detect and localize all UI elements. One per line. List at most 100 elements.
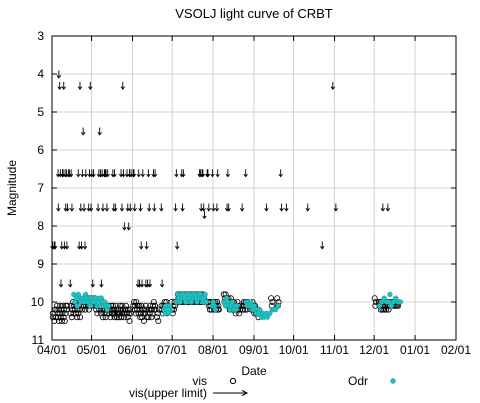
upper-limit-arrow — [143, 279, 149, 288]
vis-point — [71, 306, 78, 313]
odr-point — [168, 306, 174, 313]
upper-limit-arrow — [104, 203, 110, 212]
upper-limit-arrow — [278, 169, 283, 178]
upper-limit-arrow — [68, 279, 73, 288]
upper-limit-arrow — [152, 203, 157, 212]
upper-limit-arrow — [78, 203, 83, 212]
vis-point — [76, 306, 83, 313]
legend-label-odr: Odr — [348, 374, 368, 388]
chart-title: VSOLJ light curve of CRBT — [175, 6, 333, 21]
vis-point — [94, 310, 101, 317]
y-tick-label: 5 — [37, 105, 44, 119]
odr-point — [202, 291, 208, 298]
vis-point — [111, 314, 118, 321]
legend-label-vis: vis — [192, 374, 207, 388]
upper-limit-arrow — [76, 169, 81, 178]
vis-point — [155, 317, 162, 324]
vis-point — [77, 314, 84, 321]
upper-limit-arrow — [68, 169, 74, 178]
vis-point — [63, 306, 70, 313]
vis-point — [140, 310, 147, 317]
x-tick-label: 05/01 — [77, 343, 107, 357]
upper-limit-arrow — [136, 169, 141, 178]
y-axis-label: Magnitude — [5, 160, 19, 216]
vis-point — [385, 306, 392, 313]
vis-point — [113, 306, 120, 313]
upper-limit-arrow — [99, 279, 104, 288]
vis-point — [74, 314, 81, 321]
vis-point — [111, 306, 118, 313]
odr-point — [275, 303, 281, 309]
upper-limit-arrow — [56, 203, 61, 212]
vis-point — [154, 314, 161, 321]
upper-limit-arrow — [88, 81, 93, 90]
legend-marker-odr — [390, 378, 396, 384]
upper-limit-arrow — [200, 169, 206, 178]
upper-limit-arrow — [77, 81, 83, 90]
vis-point — [58, 317, 65, 324]
upper-limit-arrow — [214, 203, 220, 212]
upper-limit-arrow — [225, 169, 231, 178]
vis-point — [220, 291, 227, 298]
upper-limit-arrow — [61, 81, 66, 90]
upper-limit-arrow — [159, 279, 165, 288]
vis-point — [59, 302, 66, 309]
x-tick-label: 07/01 — [157, 343, 187, 357]
x-tick-label: 06/01 — [118, 343, 148, 357]
vis-point — [60, 314, 67, 321]
upper-limit-arrow — [113, 203, 118, 212]
upper-limit-arrow — [144, 241, 149, 250]
upper-limit-arrow — [147, 279, 153, 288]
upper-limit-arrow — [58, 279, 64, 288]
vis-point — [150, 298, 157, 305]
vis-point — [79, 306, 86, 313]
vis-point — [115, 306, 122, 313]
upper-limit-arrow — [206, 203, 212, 212]
plot-frame — [51, 35, 457, 341]
vis-point — [135, 310, 142, 317]
upper-limit-arrow — [103, 169, 109, 178]
odr-point — [273, 306, 279, 313]
vis-point — [102, 314, 109, 321]
upper-limit-arrow — [80, 169, 85, 178]
odr-point — [387, 291, 393, 298]
upper-limit-arrow — [173, 203, 178, 212]
upper-limit-arrow — [112, 169, 117, 178]
odr-point — [203, 299, 209, 305]
upper-limit-arrow — [52, 241, 58, 250]
odr-point — [165, 310, 172, 317]
upper-limit-arrow — [181, 169, 186, 178]
odr-point — [74, 303, 80, 309]
upper-limit-arrow — [64, 241, 70, 250]
upper-limit-arrow — [305, 203, 310, 212]
upper-limit-arrow — [120, 81, 125, 90]
upper-limit-arrow — [80, 127, 86, 136]
vis-point — [54, 302, 61, 309]
y-tick-label: 8 — [37, 219, 44, 233]
vis-point — [54, 310, 61, 317]
upper-limit-arrow — [210, 169, 215, 178]
upper-limit-arrow — [90, 279, 95, 288]
upper-limit-arrow — [65, 203, 70, 212]
upper-limit-arrow — [152, 169, 158, 178]
y-tick-label: 9 — [37, 257, 44, 271]
upper-limit-arrow — [110, 169, 116, 178]
upper-limit-arrow — [105, 169, 110, 178]
upper-limit-arrow — [330, 81, 335, 90]
upper-limit-arrow — [131, 169, 137, 178]
vis-point — [114, 310, 121, 317]
vis-point — [59, 310, 66, 317]
vis-point — [130, 302, 137, 309]
vis-point — [151, 302, 158, 309]
upper-limit-arrow — [119, 203, 125, 212]
odr-point — [87, 303, 93, 309]
vis-point — [110, 310, 117, 317]
upper-limit-arrow — [89, 169, 95, 178]
vis-point — [99, 314, 106, 321]
upper-limit-arrow — [122, 222, 127, 231]
upper-limit-arrow — [95, 203, 101, 212]
vis-point — [75, 310, 82, 317]
upper-limit-arrow — [83, 169, 88, 178]
odr-point — [229, 299, 235, 305]
vis-point — [136, 302, 143, 309]
